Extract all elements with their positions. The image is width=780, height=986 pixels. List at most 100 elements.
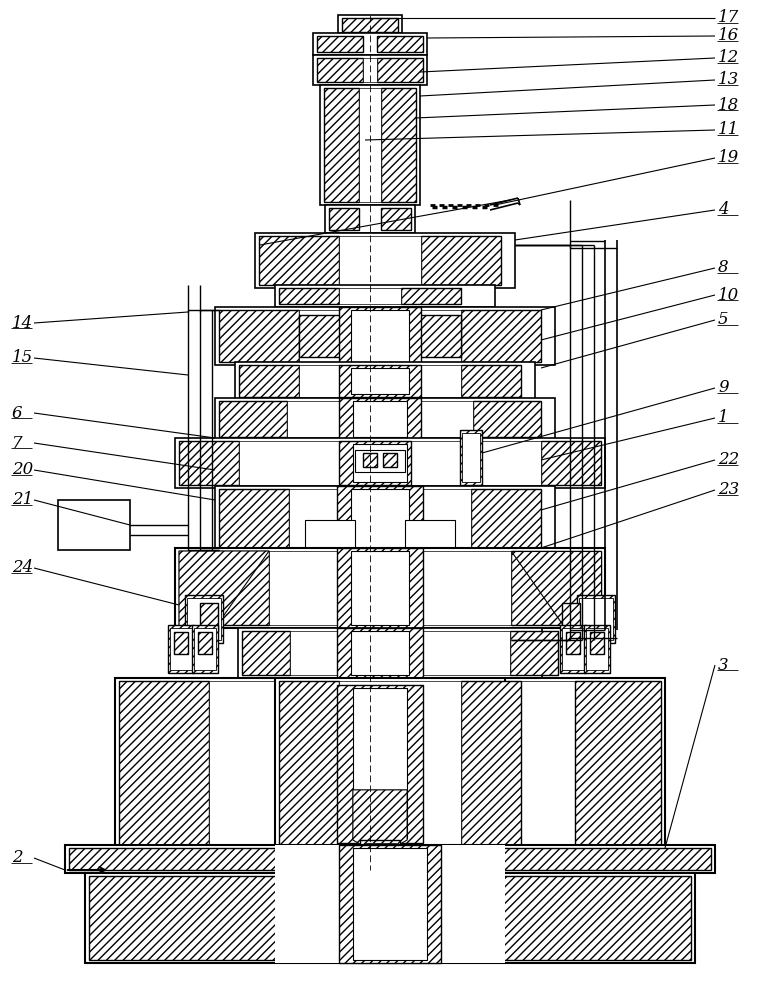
Bar (363, 58, 377, 82)
Bar (355, 450, 405, 472)
Bar (200, 603, 218, 631)
Text: 16: 16 (718, 28, 739, 44)
Bar (460, 430, 482, 485)
Bar (242, 631, 290, 675)
Bar (290, 631, 510, 675)
Bar (351, 489, 409, 548)
Bar (337, 548, 423, 628)
Bar (313, 55, 427, 85)
Text: 5: 5 (718, 312, 729, 328)
Text: 17: 17 (718, 10, 739, 27)
Bar (473, 401, 541, 437)
Bar (339, 365, 421, 397)
Bar (58, 500, 130, 550)
Bar (364, 843, 396, 859)
Bar (219, 489, 289, 548)
Bar (351, 368, 409, 394)
Bar (187, 598, 221, 640)
Bar (179, 441, 239, 485)
Bar (259, 236, 339, 285)
Bar (419, 315, 461, 357)
Text: 9: 9 (718, 380, 729, 396)
Bar (299, 365, 461, 397)
Bar (219, 401, 287, 437)
Bar (185, 595, 223, 643)
Bar (115, 678, 275, 848)
Bar (279, 681, 339, 845)
Bar (353, 688, 407, 838)
Bar (461, 365, 521, 397)
Bar (329, 208, 359, 230)
Bar (471, 489, 541, 548)
Bar (215, 398, 555, 440)
Bar (317, 36, 363, 52)
Bar (299, 315, 341, 357)
Text: 6: 6 (12, 404, 23, 421)
Bar (421, 236, 501, 285)
Bar (215, 486, 555, 551)
Bar (317, 58, 363, 82)
Bar (401, 288, 461, 304)
Bar (461, 681, 521, 845)
Bar (339, 398, 421, 440)
Bar (579, 598, 613, 640)
Text: 23: 23 (718, 481, 739, 499)
Bar (287, 401, 473, 437)
Bar (353, 401, 407, 437)
Bar (584, 625, 610, 673)
Text: 1: 1 (718, 409, 729, 427)
Bar (69, 848, 711, 870)
Bar (275, 285, 495, 307)
Bar (339, 236, 421, 285)
Bar (363, 453, 377, 467)
Bar (175, 438, 605, 488)
Bar (353, 444, 407, 482)
Bar (320, 85, 420, 205)
Bar (175, 548, 605, 628)
Bar (275, 845, 505, 963)
Bar (339, 441, 411, 485)
Bar (586, 628, 608, 670)
Bar (235, 362, 535, 400)
Bar (462, 433, 480, 482)
Bar (299, 310, 461, 362)
Bar (562, 628, 584, 670)
Text: 3: 3 (718, 657, 729, 673)
Bar (505, 678, 665, 848)
Bar (337, 628, 423, 678)
Bar (510, 631, 558, 675)
Bar (339, 307, 421, 365)
Polygon shape (511, 551, 601, 628)
Bar (541, 441, 601, 485)
Text: 19: 19 (718, 150, 739, 167)
Bar (411, 441, 541, 485)
Bar (566, 632, 580, 654)
Text: 13: 13 (718, 72, 739, 89)
Bar (89, 876, 691, 960)
Polygon shape (179, 551, 269, 628)
Bar (562, 603, 580, 631)
Bar (342, 18, 398, 32)
Bar (337, 486, 423, 551)
Bar (405, 520, 455, 548)
Bar (339, 288, 401, 304)
Bar (353, 848, 427, 960)
Text: 15: 15 (12, 349, 34, 367)
Text: 22: 22 (718, 452, 739, 468)
Bar (339, 845, 441, 963)
Bar (219, 310, 299, 362)
Bar (215, 307, 555, 365)
Text: 2: 2 (12, 850, 23, 867)
Text: 11: 11 (718, 121, 739, 138)
Bar (383, 453, 397, 467)
Bar (174, 632, 188, 654)
Text: 14: 14 (12, 315, 34, 331)
Bar (351, 631, 409, 675)
Text: 12: 12 (718, 49, 739, 66)
Bar (590, 632, 604, 654)
Text: 8: 8 (718, 259, 729, 276)
Bar (325, 205, 415, 233)
Bar (275, 678, 505, 848)
Bar (377, 58, 423, 82)
Text: 4: 4 (718, 201, 729, 219)
